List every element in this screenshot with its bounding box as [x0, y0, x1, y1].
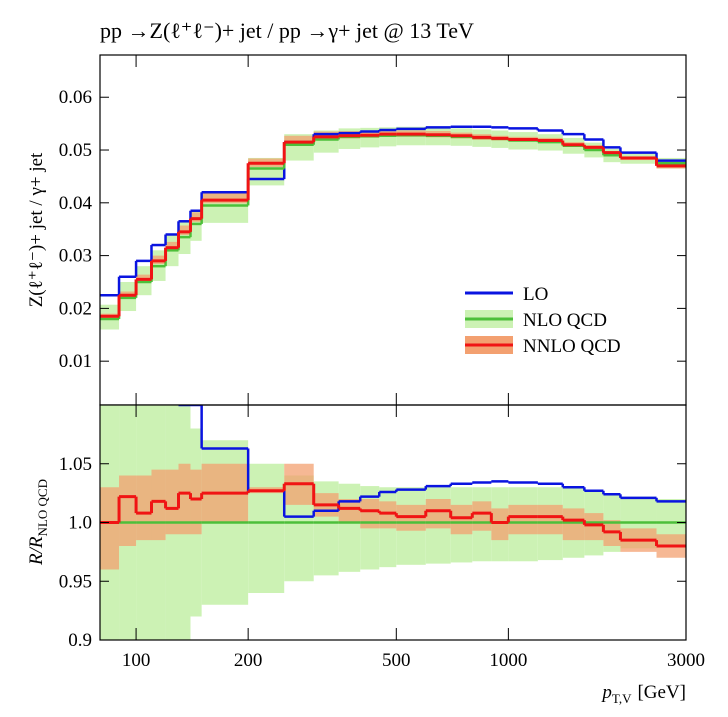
x-tick-label: 1000	[489, 650, 527, 671]
uncertainty-band	[508, 504, 538, 535]
uncertainty-band	[360, 499, 380, 529]
y-tick-label: 0.04	[59, 193, 93, 214]
uncertainty-band	[100, 487, 120, 570]
y-tick-label: 0.95	[59, 571, 92, 592]
uncertainty-band	[136, 475, 152, 541]
uncertainty-band	[450, 504, 473, 535]
x-tick-label: 200	[234, 650, 263, 671]
y-tick-label: 1.05	[59, 454, 92, 475]
x-axis-label-main: p	[600, 682, 612, 703]
plot-area	[100, 405, 686, 640]
x-tick-label: 100	[122, 650, 151, 671]
y-tick-label: 0.03	[59, 246, 92, 267]
x-axis-label-unit: [GeV]	[637, 682, 686, 703]
plot-area	[100, 125, 686, 330]
uncertainty-band	[178, 225, 191, 236]
uncertainty-band	[379, 501, 397, 529]
y-axis-label-main: R/R	[26, 536, 47, 566]
y-axis-label-sub: NLO QCD	[35, 479, 50, 536]
uncertainty-band	[248, 463, 285, 593]
uncertainty-band	[190, 212, 202, 222]
x-tick-label: 500	[382, 650, 411, 671]
legend-label: NNLO QCD	[523, 336, 621, 357]
y-tick-label: 0.06	[59, 87, 92, 108]
uncertainty-band	[562, 508, 585, 541]
uncertainty-band	[338, 499, 361, 523]
y-axis-label: R/RNLO QCD	[26, 479, 50, 566]
legend-label: LO	[523, 284, 548, 305]
x-axis-label-sub: T,V	[612, 691, 632, 706]
y-tick-label: 0.02	[59, 298, 92, 319]
y-axis-label: Z(ℓ⁺ℓ⁻)+ jet / γ+ jet	[26, 152, 47, 307]
y-tick-label: 0.05	[59, 140, 92, 161]
y-tick-label: 0.01	[59, 351, 92, 372]
uncertainty-band	[165, 469, 179, 535]
uncertainty-band	[119, 475, 137, 546]
x-axis-label: pT,V [GeV]	[600, 682, 686, 706]
uncertainty-band	[338, 483, 361, 572]
y-tick-label: 0.9	[68, 630, 92, 651]
uncertainty-band	[190, 469, 202, 535]
chart-title: pp →Z(ℓ⁺ℓ⁻)+ jet / pp →γ+ jet @ 13 TeV	[100, 18, 474, 43]
y-tick-label: 1.0	[68, 513, 92, 534]
uncertainty-band	[178, 463, 191, 535]
uncertainty-band	[425, 499, 451, 529]
uncertainty-band	[151, 469, 166, 541]
uncertainty-band	[190, 209, 202, 241]
legend-label: NLO QCD	[523, 310, 607, 331]
uncertainty-band	[201, 193, 249, 204]
x-tick-label: 3000	[667, 650, 705, 671]
uncertainty-band	[584, 513, 604, 541]
uncertainty-band	[472, 501, 492, 531]
uncertainty-band	[537, 504, 563, 535]
uncertainty-band	[491, 508, 509, 541]
